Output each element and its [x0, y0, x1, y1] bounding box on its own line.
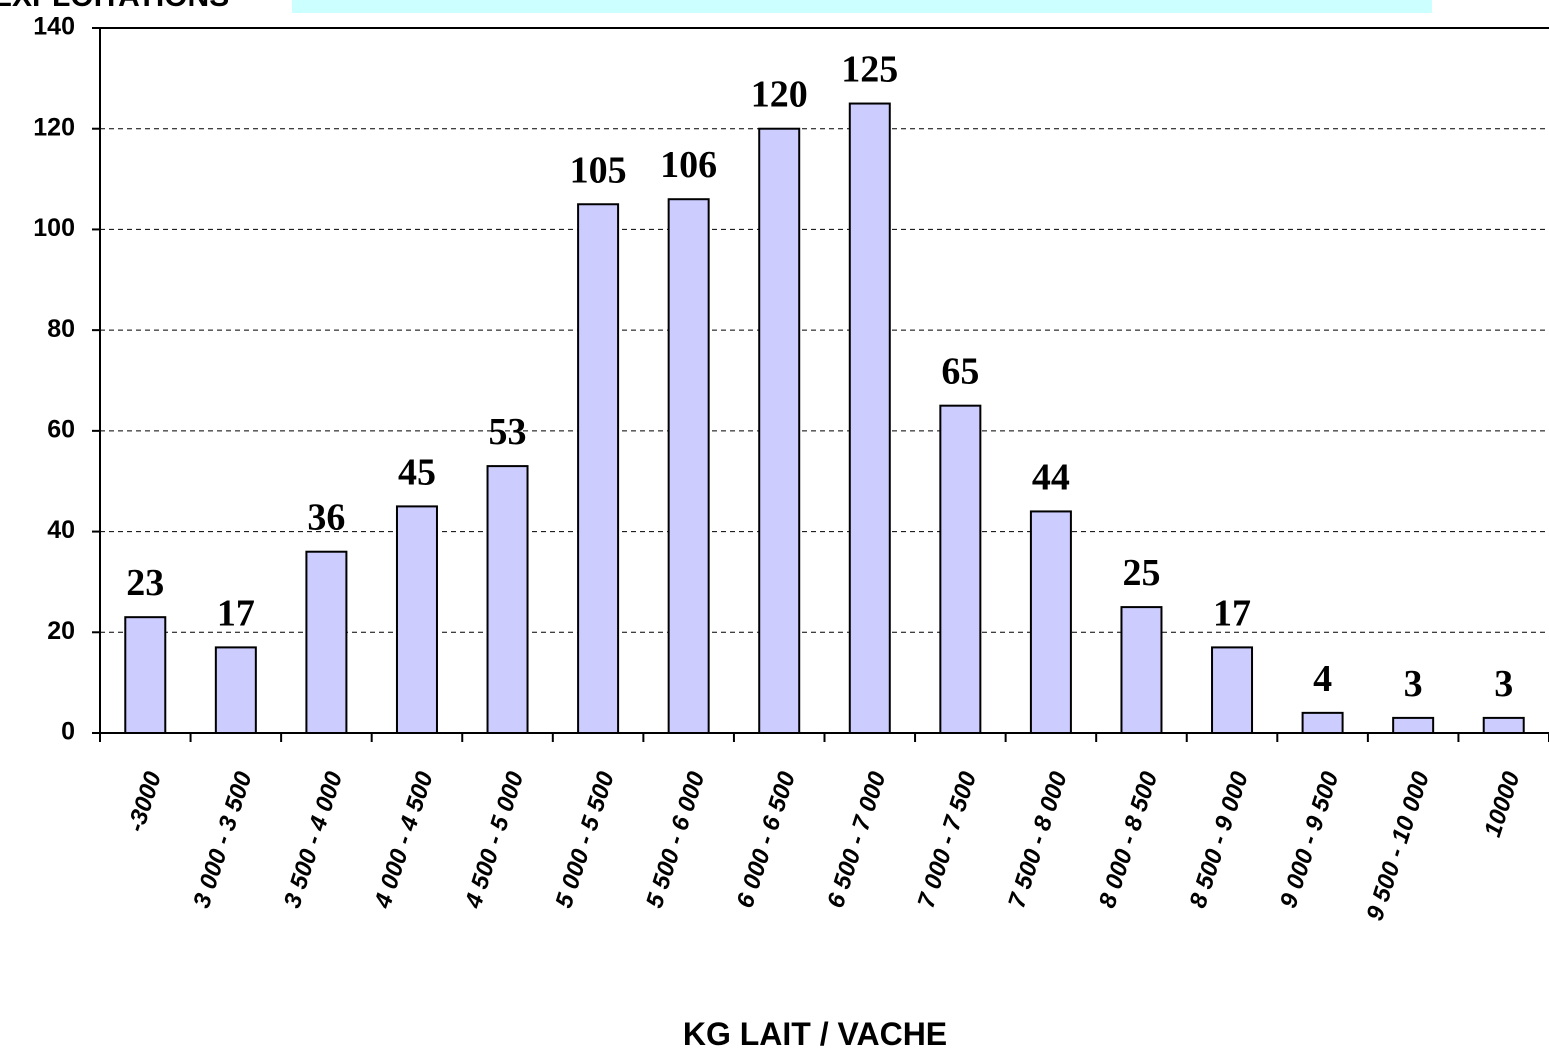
bar	[1482, 716, 1525, 735]
y-tick-label: 20	[47, 617, 75, 645]
x-tick-label: 8 000 - 8 500	[1094, 768, 1164, 911]
value-label: 25	[1122, 552, 1160, 594]
value-label: 105	[570, 149, 627, 191]
x-tick-label: 6 000 - 6 500	[732, 768, 802, 911]
x-tick-label: 10000	[1479, 768, 1526, 840]
bar	[214, 646, 257, 735]
bar	[124, 616, 167, 735]
x-tick-label: -3000	[122, 768, 167, 835]
bar	[577, 203, 620, 734]
value-label: 3	[1494, 663, 1513, 705]
value-label: 36	[307, 497, 345, 539]
bar	[939, 404, 982, 734]
x-tick-label: 7 000 - 7 500	[913, 768, 983, 911]
y-tick-label: 140	[33, 13, 75, 41]
y-tick-label: 120	[33, 113, 75, 141]
x-tick-label: 6 500 - 7 000	[822, 768, 892, 911]
y-tick-label: 80	[47, 315, 75, 343]
value-label: 106	[660, 144, 717, 186]
x-tick-label: 9 500 - 10 000	[1361, 768, 1435, 924]
value-label: 4	[1313, 658, 1332, 700]
x-tick-label: 3 000 - 3 500	[188, 768, 258, 911]
bar	[486, 465, 529, 734]
x-tick-label: 4 000 - 4 500	[369, 768, 439, 912]
value-label: 3	[1404, 663, 1423, 705]
bar	[758, 127, 801, 734]
y-tick-label: 40	[47, 516, 75, 544]
value-label: 120	[751, 74, 808, 116]
bar	[305, 550, 348, 735]
value-label: 125	[841, 49, 898, 91]
x-tick-label: 4 500 - 5 000	[460, 768, 530, 912]
bar	[1301, 711, 1344, 734]
y-tick-label: 0	[61, 718, 75, 746]
bar	[1120, 606, 1163, 734]
value-label: 17	[1213, 592, 1251, 634]
x-tick-label: 5 500 - 6 000	[641, 768, 711, 911]
x-tick-label: 9 000 - 9 500	[1275, 768, 1345, 911]
chart-title: EXPLOITATIONS	[0, 0, 229, 13]
value-label: 23	[126, 562, 164, 604]
x-axis-title: KG LAIT / VACHE	[683, 1016, 947, 1052]
bar	[395, 505, 438, 734]
y-tick-label: 60	[47, 415, 75, 443]
bar	[1392, 716, 1435, 735]
value-label: 44	[1032, 456, 1070, 498]
header-box	[292, 0, 1432, 13]
value-label: 45	[398, 451, 436, 493]
x-tick-label: 7 500 - 8 000	[1003, 768, 1073, 911]
value-label: 65	[941, 351, 979, 393]
bar	[1211, 646, 1254, 735]
x-tick-label: 8 500 - 9 000	[1184, 768, 1254, 911]
value-label: 17	[217, 592, 255, 634]
bar	[1029, 510, 1072, 734]
y-tick-label: 100	[33, 214, 75, 242]
x-tick-label: 3 500 - 4 000	[279, 768, 349, 911]
bar	[848, 102, 891, 735]
bar	[667, 198, 710, 734]
x-tick-label: 5 000 - 5 500	[550, 768, 620, 911]
value-label: 53	[489, 411, 527, 453]
